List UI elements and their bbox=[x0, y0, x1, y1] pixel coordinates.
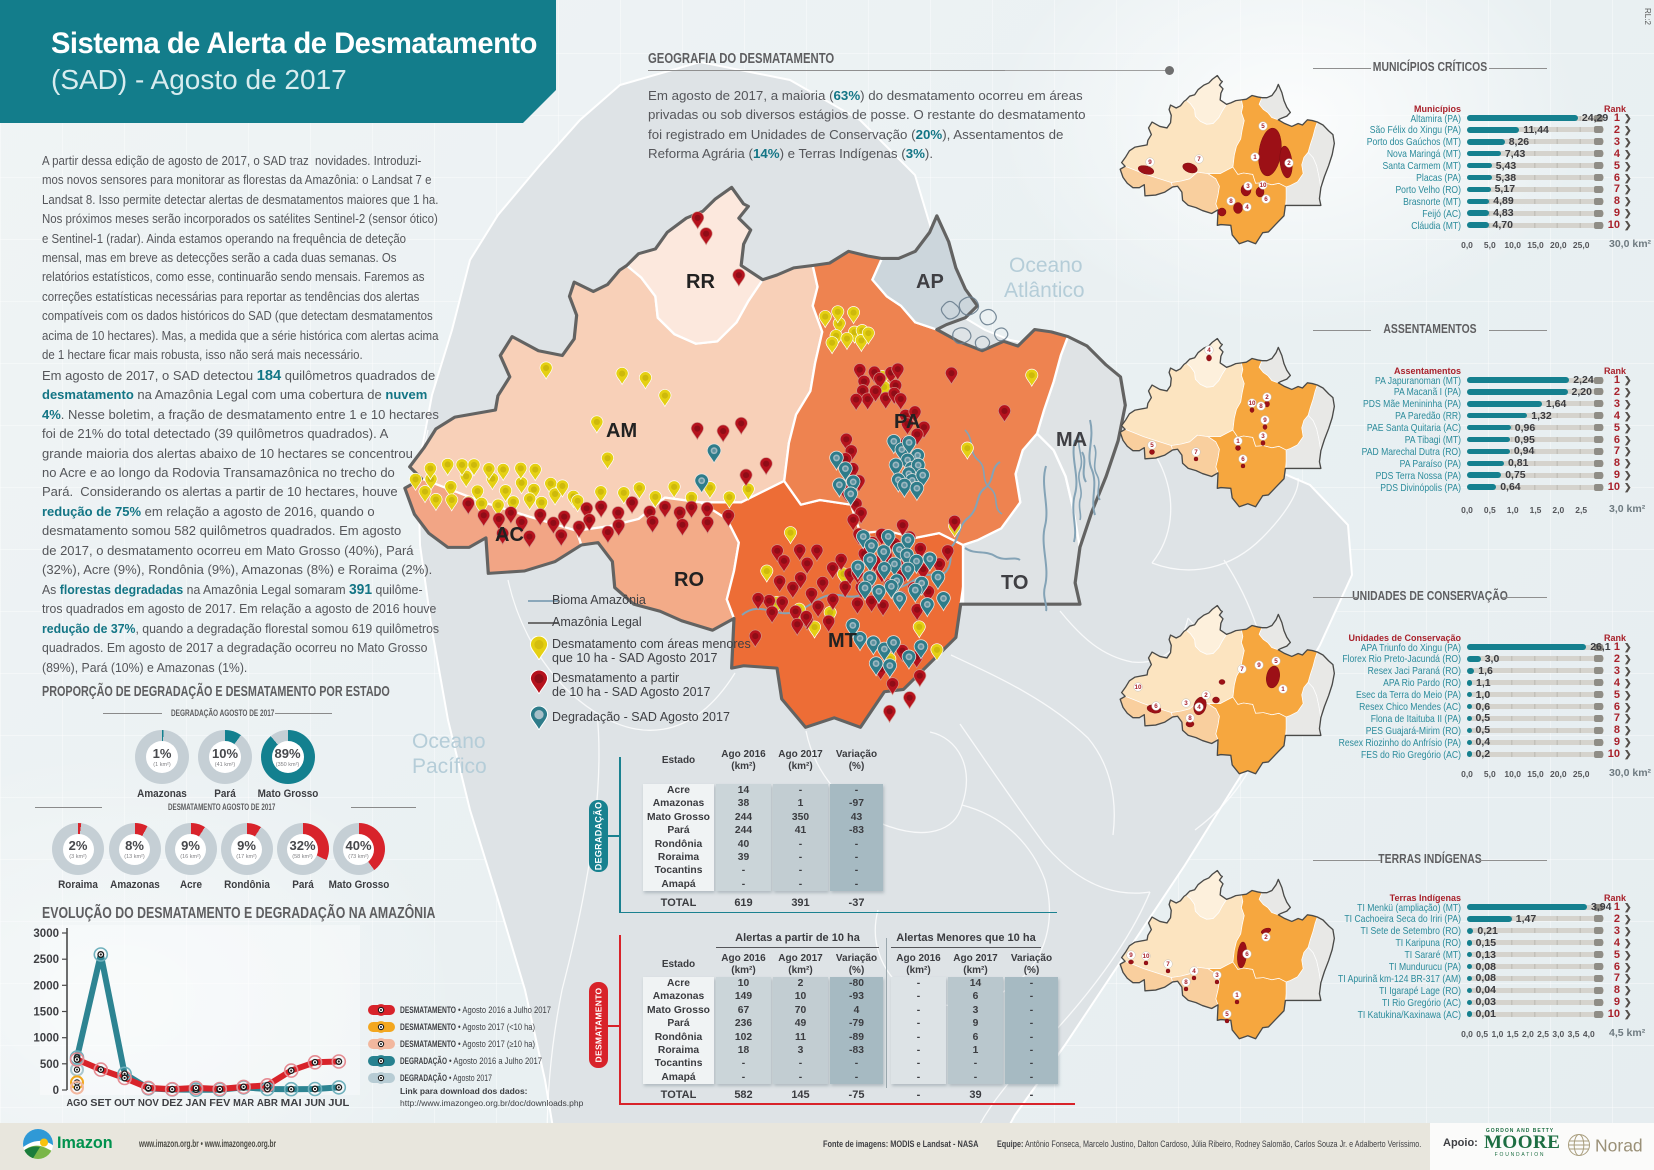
svg-text:8: 8 bbox=[1229, 198, 1233, 205]
svg-text:2: 2 bbox=[1265, 394, 1269, 401]
svg-text:AP: AP bbox=[916, 271, 944, 293]
svg-text:3: 3 bbox=[1215, 972, 1219, 979]
svg-text:1: 1 bbox=[1253, 154, 1257, 161]
svg-text:9: 9 bbox=[1263, 417, 1267, 424]
svg-text:3: 3 bbox=[1246, 183, 1250, 190]
svg-text:Link para download dos dados:: Link para download dos dados: bbox=[400, 1086, 528, 1096]
svg-text:AM: AM bbox=[606, 420, 637, 442]
svg-text:2000: 2000 bbox=[33, 980, 59, 992]
svg-text:9: 9 bbox=[1148, 159, 1152, 166]
svg-text:3: 3 bbox=[1184, 700, 1188, 707]
svg-text:4: 4 bbox=[1245, 204, 1249, 211]
svg-text:7: 7 bbox=[1240, 666, 1244, 673]
svg-text:1: 1 bbox=[1236, 438, 1240, 445]
svg-text:7: 7 bbox=[1197, 156, 1201, 163]
svg-text:OUT: OUT bbox=[114, 1097, 136, 1109]
svg-text:6: 6 bbox=[1241, 456, 1245, 463]
svg-text:9: 9 bbox=[1129, 952, 1133, 959]
svg-text:10: 10 bbox=[1142, 953, 1150, 960]
svg-text:DESMATAMENTO: DESMATAMENTO bbox=[400, 1022, 456, 1032]
svg-text:5: 5 bbox=[1261, 123, 1265, 130]
svg-text:AGO: AGO bbox=[67, 1097, 88, 1109]
svg-text:5: 5 bbox=[1274, 658, 1278, 665]
svg-text:2: 2 bbox=[1287, 160, 1291, 167]
svg-text:1: 1 bbox=[1281, 686, 1285, 693]
svg-text:DESMATAMENTO: DESMATAMENTO bbox=[400, 1005, 456, 1015]
svg-text:Norad: Norad bbox=[1595, 1136, 1643, 1156]
svg-text:AC: AC bbox=[495, 524, 524, 546]
svg-text:• Agosto 2017 (<10 ha): • Agosto 2017 (<10 ha) bbox=[458, 1022, 535, 1032]
svg-text:DEZ: DEZ bbox=[162, 1097, 184, 1109]
svg-text:MT: MT bbox=[828, 630, 857, 652]
svg-text:http://www.imazongeo.org.br/do: http://www.imazongeo.org.br/doc/download… bbox=[400, 1098, 584, 1108]
svg-text:• Agosto 2016 a Julho 2017: • Agosto 2016 a Julho 2017 bbox=[449, 1056, 542, 1066]
svg-text:NOV: NOV bbox=[138, 1097, 159, 1109]
svg-text:6: 6 bbox=[1154, 703, 1158, 710]
svg-text:7: 7 bbox=[1194, 449, 1198, 456]
svg-text:2: 2 bbox=[1264, 934, 1268, 941]
svg-text:• Agosto 2017 (≥10 ha): • Agosto 2017 (≥10 ha) bbox=[458, 1039, 535, 1049]
svg-text:RR: RR bbox=[686, 271, 715, 293]
svg-text:3000: 3000 bbox=[33, 928, 59, 940]
svg-text:0: 0 bbox=[53, 1085, 59, 1097]
svg-text:1000: 1000 bbox=[33, 1033, 59, 1045]
svg-text:500: 500 bbox=[40, 1059, 59, 1071]
svg-text:MAR: MAR bbox=[233, 1097, 254, 1109]
svg-text:• Agosto 2017: • Agosto 2017 bbox=[449, 1073, 492, 1083]
svg-text:8: 8 bbox=[1188, 715, 1192, 722]
svg-text:RO: RO bbox=[674, 569, 704, 591]
svg-text:ABR: ABR bbox=[257, 1097, 278, 1109]
svg-text:10: 10 bbox=[1259, 182, 1267, 189]
svg-text:JUN: JUN bbox=[305, 1097, 326, 1109]
svg-text:Oceano: Oceano bbox=[1009, 254, 1083, 277]
svg-text:6: 6 bbox=[1264, 196, 1268, 203]
svg-text:Oceano: Oceano bbox=[412, 730, 486, 753]
svg-text:JUL: JUL bbox=[328, 1097, 350, 1109]
svg-text:FEV: FEV bbox=[209, 1097, 230, 1109]
svg-text:10: 10 bbox=[1248, 400, 1256, 407]
svg-text:8: 8 bbox=[1259, 403, 1263, 410]
svg-text:7: 7 bbox=[1166, 961, 1170, 968]
svg-text:1: 1 bbox=[1235, 992, 1239, 999]
svg-text:DEGRADAÇÃO: DEGRADAÇÃO bbox=[400, 1073, 447, 1083]
svg-text:DESMATAMENTO: DESMATAMENTO bbox=[400, 1039, 456, 1049]
svg-text:TO: TO bbox=[1001, 572, 1028, 594]
svg-text:4: 4 bbox=[1207, 347, 1211, 354]
svg-text:9: 9 bbox=[1257, 662, 1261, 669]
svg-text:5: 5 bbox=[1150, 442, 1154, 449]
svg-text:DEGRADAÇÃO: DEGRADAÇÃO bbox=[400, 1056, 447, 1066]
svg-text:5: 5 bbox=[1225, 1011, 1229, 1018]
svg-text:3: 3 bbox=[1261, 433, 1265, 440]
svg-text:2: 2 bbox=[1204, 692, 1208, 699]
svg-text:JAN: JAN bbox=[186, 1097, 207, 1109]
svg-text:• Agosto 2016 a Julho 2017: • Agosto 2016 a Julho 2017 bbox=[458, 1005, 551, 1015]
svg-text:4: 4 bbox=[1192, 968, 1196, 975]
svg-text:6: 6 bbox=[1245, 951, 1249, 958]
svg-text:10: 10 bbox=[1134, 684, 1142, 691]
svg-text:8: 8 bbox=[1184, 979, 1188, 986]
svg-text:Pacífico: Pacífico bbox=[412, 755, 487, 778]
svg-text:MA: MA bbox=[1056, 429, 1087, 451]
svg-text:4: 4 bbox=[1197, 704, 1201, 711]
svg-text:PA: PA bbox=[894, 411, 920, 433]
svg-text:Atlântico: Atlântico bbox=[1004, 279, 1085, 302]
svg-text:1500: 1500 bbox=[33, 1007, 59, 1019]
svg-text:2500: 2500 bbox=[33, 954, 59, 966]
svg-text:SET: SET bbox=[90, 1097, 112, 1109]
svg-text:MAI: MAI bbox=[281, 1097, 302, 1109]
